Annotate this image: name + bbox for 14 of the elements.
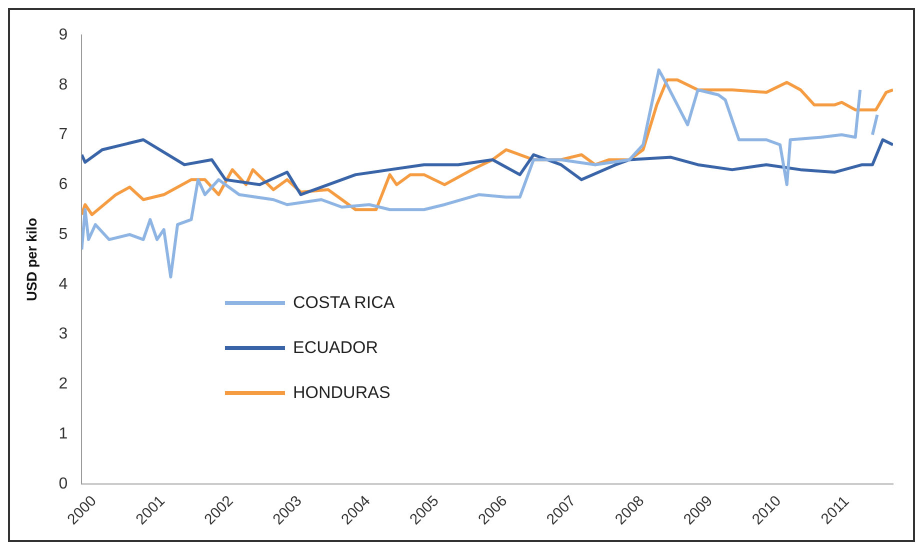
y-tick-label: 9 xyxy=(58,26,68,44)
y-tick-label: 3 xyxy=(58,326,68,343)
y-tick-label: 0 xyxy=(58,475,68,492)
y-axis-title: USD per kilo xyxy=(23,218,40,302)
y-tick-label: 1 xyxy=(58,426,68,443)
y-tick-label: 8 xyxy=(58,76,68,94)
y-tick-label: 4 xyxy=(58,276,68,293)
y-tick-label: 5 xyxy=(58,226,68,243)
legend-label: ECUADOR xyxy=(293,338,378,358)
y-tick-label: 7 xyxy=(58,126,68,144)
legend-label: HONDURAS xyxy=(293,382,390,402)
legend-label: COSTA RICA xyxy=(293,292,395,312)
y-tick-label: 2 xyxy=(58,376,68,393)
y-tick-label: 6 xyxy=(58,176,68,194)
